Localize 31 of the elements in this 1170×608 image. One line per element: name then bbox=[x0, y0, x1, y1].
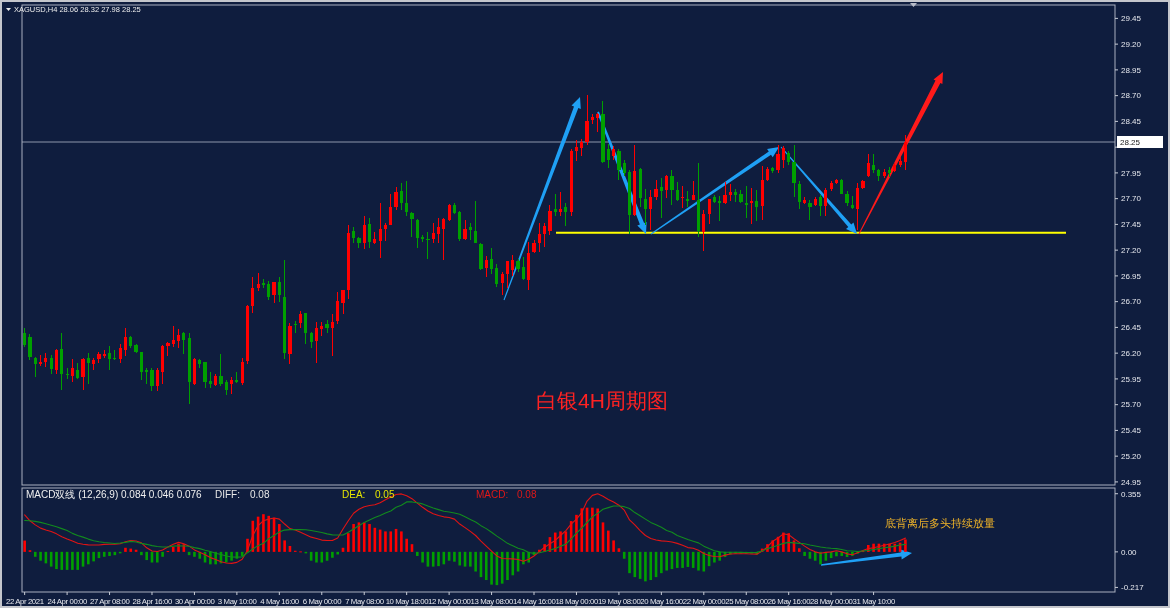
y-tick-label: 28.95 bbox=[1121, 65, 1142, 75]
y-tick-label: 28.70 bbox=[1121, 91, 1142, 101]
y-tick-label: 25.95 bbox=[1121, 374, 1142, 384]
y-tick-label: 27.95 bbox=[1121, 168, 1142, 178]
y-tick-label: 29.20 bbox=[1121, 39, 1142, 49]
annotation: 底背离后多头持续放量 bbox=[885, 517, 995, 529]
annotation: 0.05 bbox=[375, 489, 395, 500]
y-tick-label: 26.45 bbox=[1121, 323, 1142, 333]
y-tick-label: 28.45 bbox=[1121, 117, 1142, 127]
y-tick-label: 0.355 bbox=[1121, 489, 1142, 499]
y-tick-label: 26.70 bbox=[1121, 297, 1142, 307]
annotation: MACD双线 (12,26,9) 0.084 0.046 0.076 bbox=[26, 489, 203, 500]
annotation: 0.08 bbox=[517, 489, 537, 500]
y-tick-label: 26.20 bbox=[1121, 348, 1142, 358]
ref-line-label: 28.25 bbox=[1120, 137, 1141, 147]
annotation: MACD: bbox=[476, 489, 509, 500]
y-tick-label: -0.217 bbox=[1121, 583, 1145, 593]
annotation: DEA: bbox=[342, 489, 366, 500]
y-tick-label: 25.20 bbox=[1121, 451, 1142, 461]
y-tick-label: 27.45 bbox=[1121, 220, 1142, 230]
y-tick-label: 27.70 bbox=[1121, 194, 1142, 204]
y-tick-label: 29.45 bbox=[1121, 14, 1142, 24]
annotation: 0.08 bbox=[250, 489, 270, 500]
annotation: DIFF: bbox=[215, 489, 240, 500]
y-tick-label: 26.95 bbox=[1121, 271, 1142, 281]
y-tick-label: 27.20 bbox=[1121, 245, 1142, 255]
y-tick-label: 0.00 bbox=[1121, 547, 1138, 557]
y-tick-label: 24.95 bbox=[1121, 477, 1142, 487]
y-tick-label: 25.70 bbox=[1121, 400, 1142, 410]
y-tick-label: 25.45 bbox=[1121, 426, 1142, 436]
text: 白银4H周期图 bbox=[536, 389, 668, 412]
